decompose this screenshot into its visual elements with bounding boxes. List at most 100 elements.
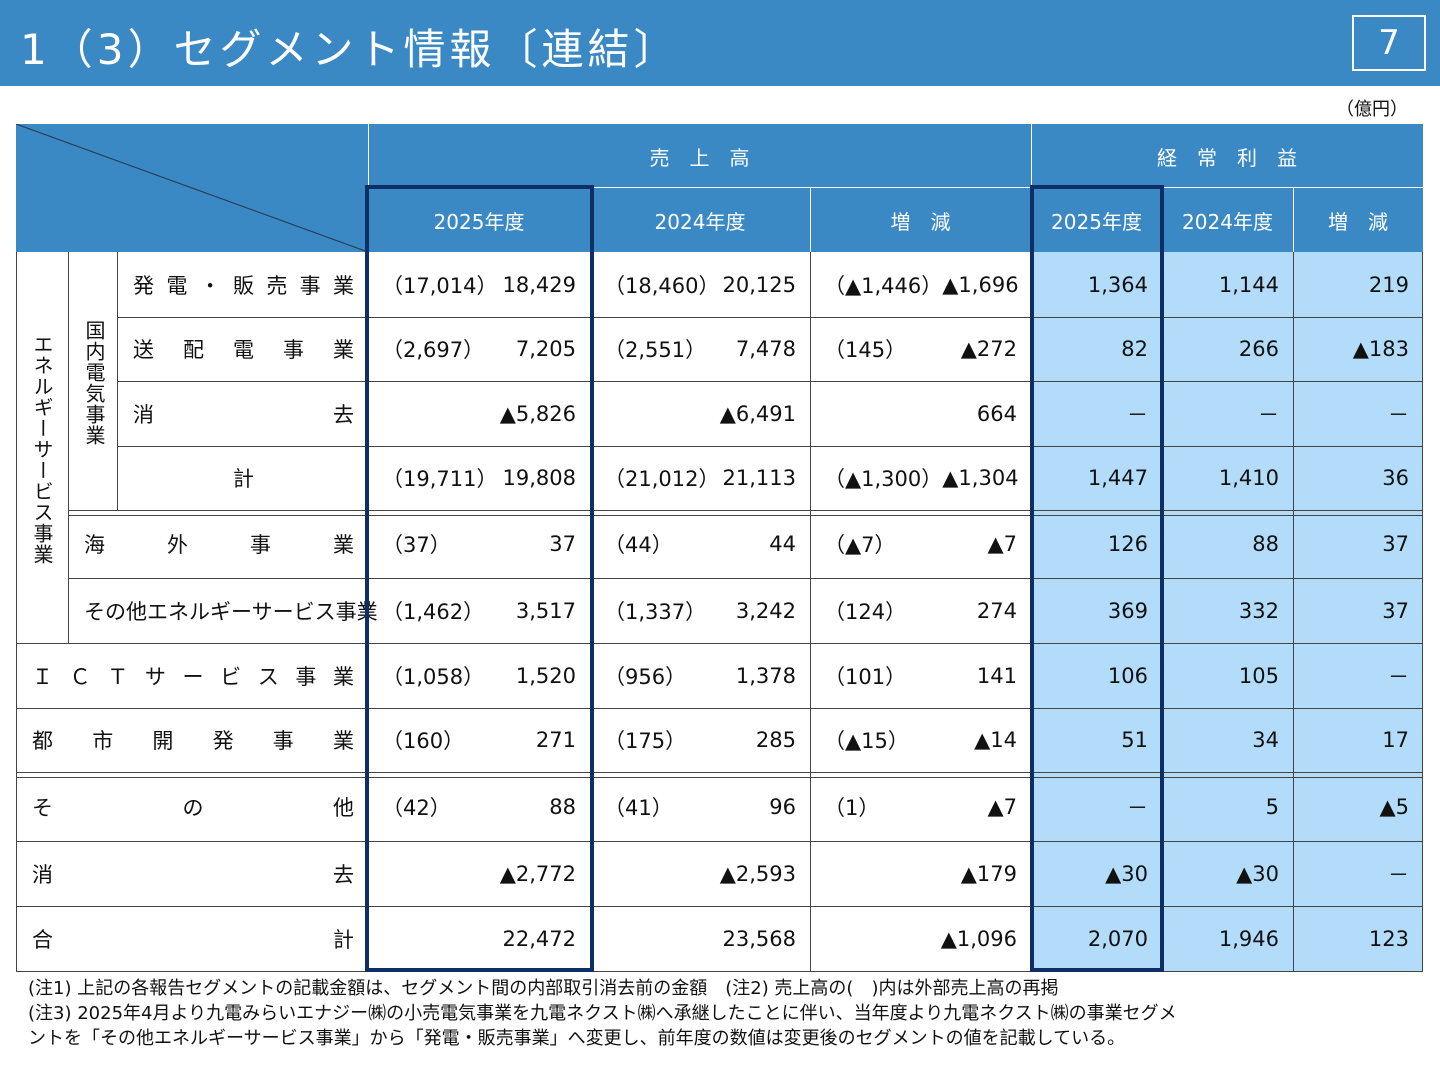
row-label-char: 他 xyxy=(333,795,354,820)
profit-2024-value: － xyxy=(1258,402,1279,427)
grid-line xyxy=(117,317,1423,318)
sales-2024-cell: （175） 285 xyxy=(604,708,796,772)
row-label-char: 市 xyxy=(92,729,114,753)
row-label-char: 消 xyxy=(32,862,53,887)
sales-2024-cell: （2,551） 7,478 xyxy=(604,317,796,381)
profit-change-value: 123 xyxy=(1368,927,1409,951)
profit-2025-value: 2,070 xyxy=(1087,927,1148,951)
sales-2025-cell: （2,697） 7,205 xyxy=(382,317,576,381)
sales-2024-cell: （44） 44 xyxy=(604,510,796,578)
row-label: 送配電事業 xyxy=(133,317,354,381)
grid-line xyxy=(16,841,1423,842)
row-label-char: 業 xyxy=(333,533,354,557)
profit-2025-value: － xyxy=(1127,795,1148,820)
profit-2024-value: 1,410 xyxy=(1218,466,1279,490)
sales-2025-external: （160） xyxy=(382,729,465,753)
sales-2024-value: 21,113 xyxy=(722,466,796,490)
row-label-char: 事 xyxy=(295,664,317,689)
row-label-char: 外 xyxy=(167,533,188,557)
sales-change-external: （101） xyxy=(824,664,907,689)
sales-2024-cell: （18,460） 20,125 xyxy=(604,252,796,317)
sales-change-cell: （▲1,446） ▲1,696 xyxy=(824,252,1019,317)
profit-2024-value: 266 xyxy=(1238,337,1279,361)
sales-2024-cell: （41） 96 xyxy=(604,772,796,841)
profit-2025-value: 369 xyxy=(1107,598,1148,623)
sales-change-external: （▲1,300） xyxy=(824,467,943,491)
sales-2024-external: （175） xyxy=(604,729,687,753)
energy-group-label: エネルギーサービス事業 xyxy=(30,334,54,565)
row-label-char: サ xyxy=(144,664,166,689)
profit-change-header: 増 減 xyxy=(1293,188,1423,252)
sales-2025-cell: ▲5,826 xyxy=(382,381,576,446)
sales-2025-cell: （17,014） 18,429 xyxy=(382,252,576,317)
row-label-char: 業 xyxy=(332,729,354,753)
profit-2025-value: 106 xyxy=(1107,663,1148,688)
sales-change-cell: （101） 141 xyxy=(824,643,1017,708)
sales-change-value: ▲7 xyxy=(987,532,1017,556)
sales-change-cell: （145） ▲272 xyxy=(824,317,1017,381)
sales-change-cell: （▲7） ▲7 xyxy=(824,510,1017,578)
sales-change-value: ▲7 xyxy=(987,794,1017,819)
profit-change-value: 37 xyxy=(1382,598,1409,623)
page-number: 7 xyxy=(1352,15,1426,71)
profit-2025-value: 82 xyxy=(1121,337,1148,361)
sales-2025-value: 18,429 xyxy=(502,272,576,297)
row-label-char: 送 xyxy=(133,338,154,362)
sales-2024-cell: （956） 1,378 xyxy=(604,643,796,708)
profit-2024-value: 105 xyxy=(1238,663,1279,688)
row-label-char: ー xyxy=(182,664,204,689)
profit-change-value: 36 xyxy=(1382,466,1409,490)
sales-change-cell: （▲15） ▲14 xyxy=(824,708,1017,772)
sales-2024-external: （21,012） xyxy=(604,467,720,491)
sales-change-value: 141 xyxy=(976,663,1017,688)
row-label-char: 販 xyxy=(232,273,254,298)
footnotes: (注1) 上記の各報告セグメントの記載金額は、セグメント間の内部取引消去前の金額… xyxy=(28,976,1177,1051)
sales-change-value: 274 xyxy=(976,598,1017,623)
sales-2024-value: 1,378 xyxy=(735,663,796,688)
row-label-char: 事 xyxy=(250,533,271,557)
row-label: 発電・販売事業 xyxy=(133,252,354,317)
row-label: 消去 xyxy=(133,381,354,446)
sales-2024-value: 23,568 xyxy=(722,927,796,951)
grid-line xyxy=(810,252,811,972)
row-label-char: 売 xyxy=(266,273,288,298)
sales-2025-value: 1,520 xyxy=(515,663,576,688)
grid-line xyxy=(16,708,1423,709)
sales-2025-external: （19,711） xyxy=(382,467,498,491)
row-label-char: その他エネルギーサービス事業 xyxy=(84,599,378,624)
grid-line xyxy=(368,252,369,972)
sales-2025-external: （17,014） xyxy=(382,273,498,298)
sales-2024-external: （956） xyxy=(604,664,687,689)
row-label-char: 発 xyxy=(133,273,154,298)
row-label: 都市開発事業 xyxy=(32,708,354,772)
row-label: 海外事業 xyxy=(84,510,354,578)
grid-line xyxy=(16,971,1423,972)
grid-line xyxy=(16,643,1423,644)
sales-change-value: ▲1,304 xyxy=(942,466,1019,490)
profit-change-value: － xyxy=(1388,664,1409,689)
sales-2024-external: （1,337） xyxy=(604,599,707,624)
profit-2024-value: 332 xyxy=(1238,598,1279,623)
row-label-char: Ｉ xyxy=(32,664,53,689)
sales-change-value: 664 xyxy=(976,401,1017,426)
grid-line xyxy=(16,252,17,972)
row-label: その他 xyxy=(32,772,354,841)
sales-2025-value: ▲2,772 xyxy=(499,861,576,886)
sales-2024-cell: ▲6,491 xyxy=(604,381,796,446)
row-label: 合計 xyxy=(32,906,354,972)
row-label-char: 業 xyxy=(333,664,354,689)
row-label-char: 消 xyxy=(133,402,154,427)
row-label-char: 電 xyxy=(166,273,188,298)
sales-change-value: ▲179 xyxy=(960,861,1017,886)
row-label-char: 去 xyxy=(333,402,354,427)
profit-change-value: － xyxy=(1388,402,1409,427)
sales-2025-value: 88 xyxy=(549,794,576,819)
grid-line xyxy=(117,252,118,510)
row-label-char: 都 xyxy=(32,729,53,753)
grid-line xyxy=(68,515,1423,516)
profit-2025-value: 1,364 xyxy=(1087,272,1148,297)
grid-line xyxy=(68,578,1423,579)
row-label-char: の xyxy=(182,795,204,820)
profit-2024-value: 5 xyxy=(1265,794,1279,819)
row-label-char: Ｔ xyxy=(107,664,129,689)
